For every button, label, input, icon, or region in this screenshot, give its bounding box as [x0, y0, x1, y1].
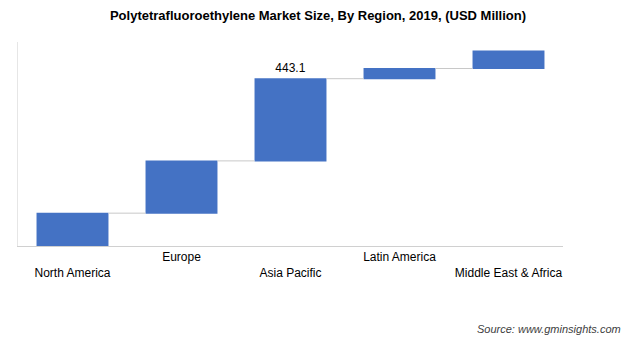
svg-text:Latin America: Latin America	[363, 250, 436, 264]
svg-text:Middle East & Africa: Middle East & Africa	[455, 266, 563, 280]
svg-text:Source: www.gminsights.com: Source: www.gminsights.com	[477, 323, 621, 335]
svg-text:Polytetrafluoroethylene Market: Polytetrafluoroethylene Market Size, By …	[110, 8, 526, 23]
svg-text:Europe: Europe	[162, 250, 201, 264]
svg-text:Asia Pacific: Asia Pacific	[259, 266, 321, 280]
svg-text:North America: North America	[34, 266, 110, 280]
svg-text:443.1: 443.1	[275, 61, 305, 75]
